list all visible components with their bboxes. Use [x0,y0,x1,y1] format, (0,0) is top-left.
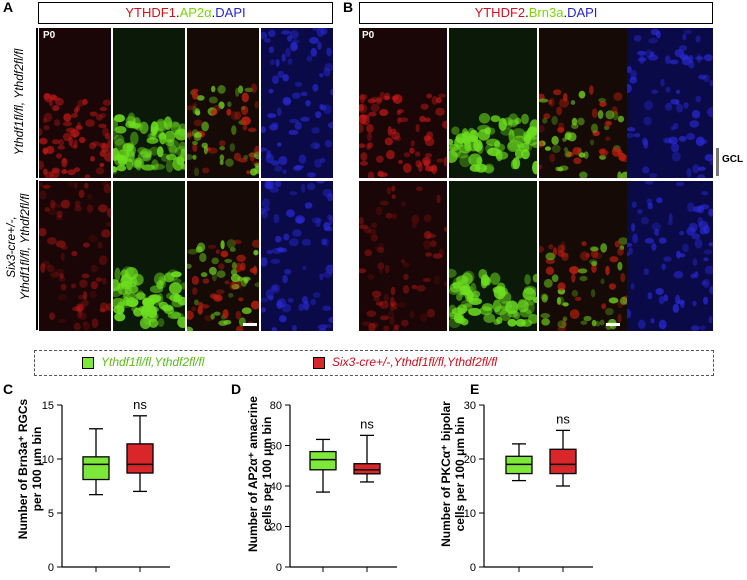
legend [34,350,714,376]
title-a-green: AP2α [179,5,212,20]
micrograph-b-r2-merge [539,181,627,331]
micrograph-a-r2-red [39,181,111,331]
chart-d-box-control [309,450,337,471]
chart-d-ytick-label-2: 40 [270,481,282,493]
chart-c-ytick-label-0: 0 [48,562,54,574]
title-a-dot2: . [211,5,216,20]
micrograph-a-r1-merge [187,28,259,178]
micrograph-b-r2-green [449,181,537,331]
panel-a-title: YTHDF1.AP2α.DAPI [38,2,333,24]
title-a-blue: DAPI [215,5,246,20]
chart-d-ytick-label-0: 0 [276,562,282,574]
legend-control-label: Ythdf1fl/fl,Ythdf2fl/fl [101,355,204,369]
scale-bar-b [606,323,620,326]
micrograph-a-r2-blue [261,181,333,331]
chart-e-box-cko [549,448,577,475]
micrograph-a-r2-merge [187,181,259,331]
scale-bar-a [243,323,257,326]
panel-a-letter: A [3,0,14,15]
chart-e-ytick-label-3: 30 [464,400,476,412]
row2-label-box: Six3-cre+/-, Ythdf1fl/fl, Ythdf2fl/fl [0,180,38,330]
chart-c-ytick-label-2: 10 [42,454,54,466]
chart-c-ytick-label-1: 5 [48,508,54,520]
panel-e-letter: E [470,381,480,397]
title-a-dot1: . [175,5,180,20]
panel-c-letter: C [3,381,14,397]
gcl-bracket [716,148,719,176]
micrograph-b-r1-green [449,28,537,178]
micrograph-a-r1-green [113,28,185,178]
micrograph-a-r2-green [113,181,185,331]
micrograph-b-r2-red [359,181,447,331]
chart-e-significance: ns [556,411,570,426]
row1-label-box: Ythdf1fl/fl, Ythdf2fl/fl [0,28,38,178]
legend-control-text: Ythdf1fl/fl,Ythdf2fl/fl [101,355,205,369]
chart-d-ytick-label-3: 60 [270,441,282,453]
micrograph-a-r1-blue [261,28,333,178]
panel-b-age: P0 [362,30,375,41]
title-b-blue: DAPI [567,5,598,20]
micrograph-b-r2-blue [627,181,713,331]
chart-d-ytick-label-1: 20 [270,522,282,534]
panel-a-age: P0 [43,30,56,41]
chart-e-ytick-label-0: 0 [470,562,476,574]
micrograph-b-r1-merge [539,28,627,178]
title-b-red: YTHDF2 [474,5,526,20]
title-b-green: Brn3a [528,5,564,20]
micrograph-a-r1-red [39,28,111,178]
chart-c-box-control [82,456,110,481]
legend-cko-label: Six3-cre+/-,Ythdf1fl/fl,Ythdf2fl/fl [332,355,497,369]
chart-c-box-cko [126,443,154,474]
gcl-label: GCL [722,154,744,165]
chart-e-ytick-label-2: 20 [464,454,476,466]
title-b-dot2: . [563,5,568,20]
panel-b-letter: B [343,0,354,15]
legend-cko-swatch [313,357,325,369]
chart-c-significance: ns [133,397,147,412]
chart-d-ytick-label-4: 80 [270,400,282,412]
title-a-red: YTHDF1 [125,5,176,20]
legend-control-swatch [82,357,94,369]
legend-cko-text: Six3-cre+/-,Ythdf1fl/fl,Ythdf2fl/fl [332,355,498,369]
chart-c-ytick-label-3: 15 [42,400,54,412]
chart-d-box-cko [353,463,381,475]
micrograph-b-r1-red [359,28,447,178]
micrograph-b-r1-blue [627,28,713,178]
panel-b-title: YTHDF2.Brn3a.DAPI [359,2,713,24]
chart-d-significance: ns [360,416,374,431]
title-b-dot1: . [525,5,529,20]
panel-d-letter: D [231,381,242,397]
chart-e-ytick-label-1: 10 [464,508,476,520]
